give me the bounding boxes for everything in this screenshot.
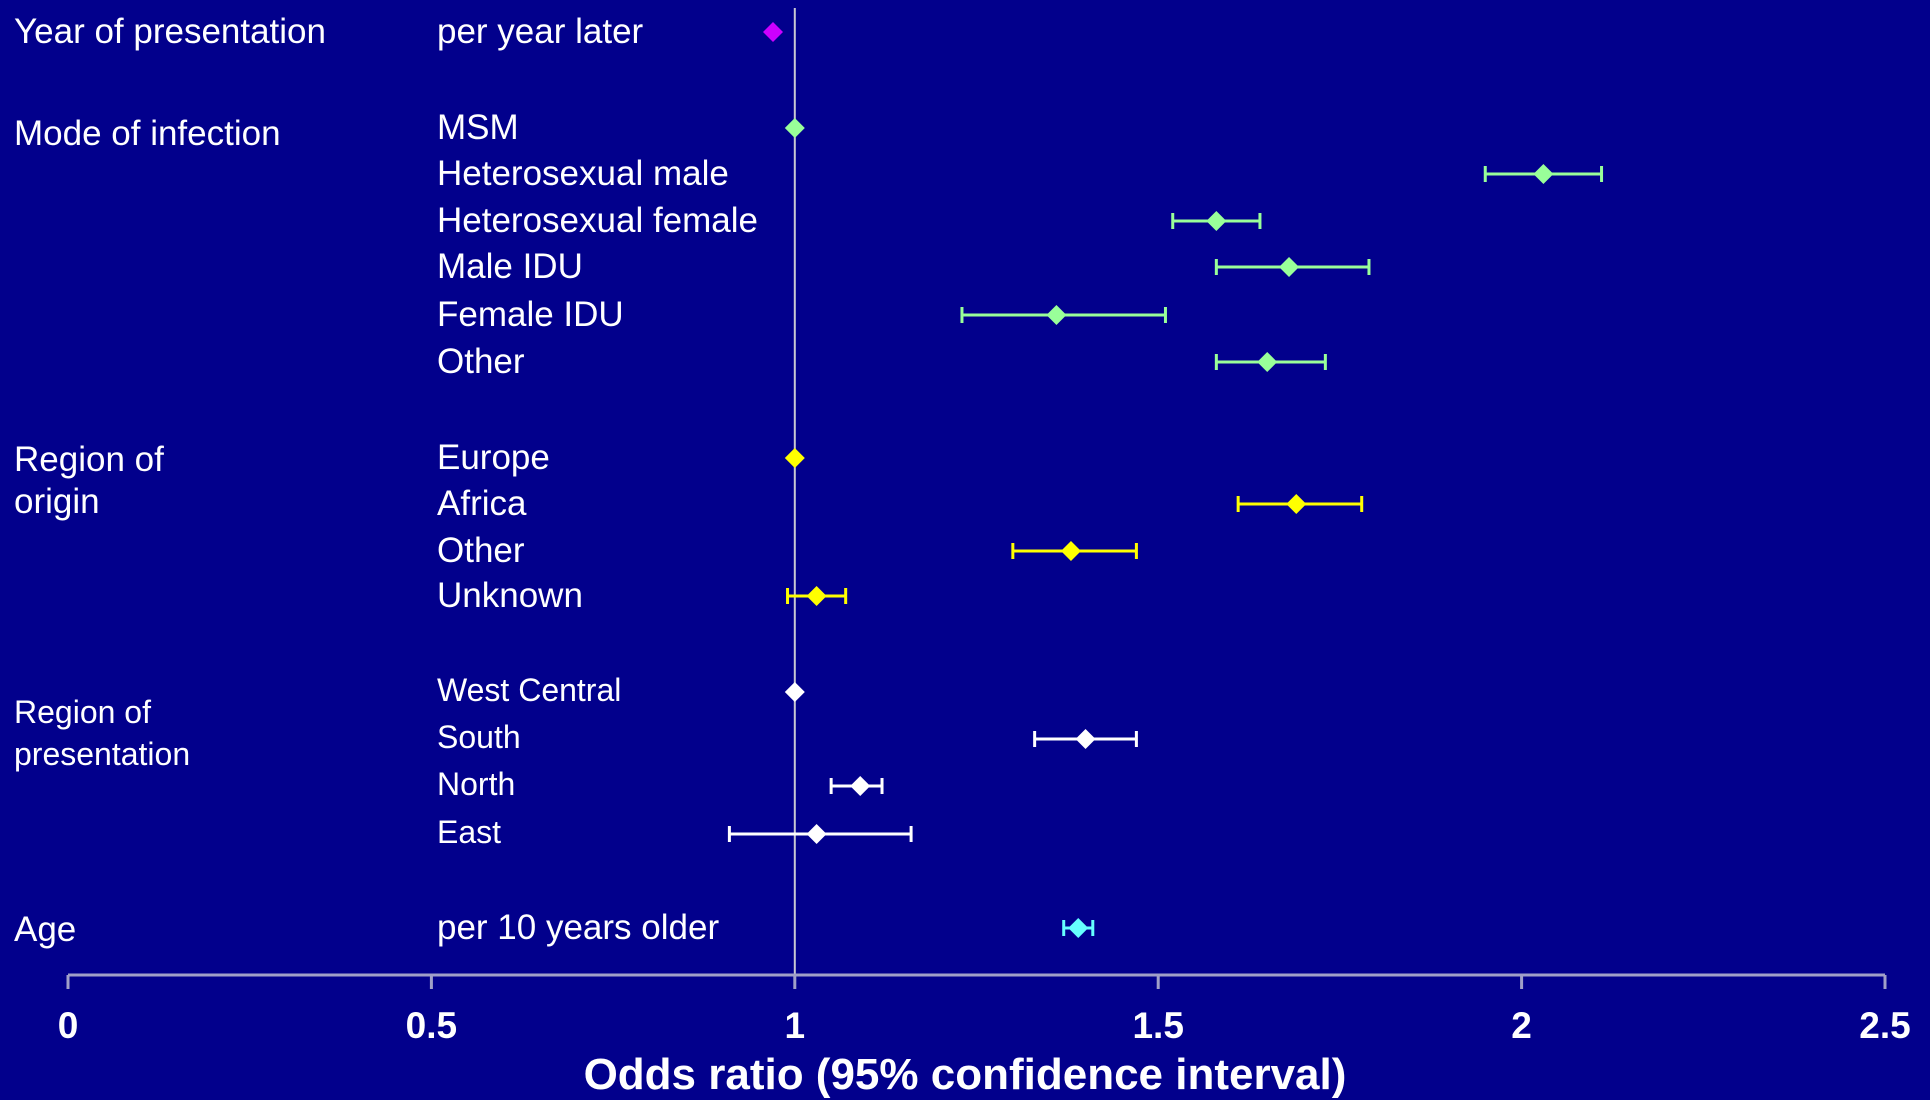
x-tick-label: 0.5 — [405, 1005, 458, 1046]
row-label: Female IDU — [437, 295, 624, 334]
row-label: per 10 years older — [437, 908, 720, 947]
row-label: Europe — [437, 438, 550, 477]
x-axis-title: Odds ratio (95% confidence interval) — [583, 1050, 1347, 1099]
group-label: Region of presentation — [14, 694, 191, 772]
point-marker — [784, 118, 805, 138]
point-marker — [1533, 164, 1554, 184]
x-tick-label: 2 — [1511, 1005, 1532, 1046]
point-marker — [784, 448, 805, 468]
group-label: Mode of infection — [14, 114, 281, 153]
x-tick-label: 1 — [784, 1005, 806, 1046]
point-marker — [1075, 729, 1096, 749]
point-marker — [1206, 211, 1227, 231]
row-label: MSM — [437, 108, 519, 147]
row-label: East — [437, 814, 502, 850]
row-label: Unknown — [437, 576, 583, 615]
point-marker — [1279, 257, 1300, 277]
row-label: Heterosexual female — [437, 201, 758, 240]
group-label: Year of presentation — [14, 12, 326, 51]
point-marker — [1046, 305, 1067, 325]
point-marker — [762, 22, 783, 42]
row-label: Heterosexual male — [437, 154, 729, 193]
x-tick-label: 1.5 — [1132, 1005, 1184, 1046]
point-marker — [1060, 541, 1081, 561]
row-label: Africa — [437, 484, 527, 523]
point-marker — [806, 824, 827, 844]
point-marker — [1286, 494, 1307, 514]
row-label: Other — [437, 342, 525, 381]
x-tick-label: 2.5 — [1859, 1005, 1911, 1046]
point-marker — [1257, 352, 1278, 372]
x-tick-label: 0 — [57, 1005, 79, 1046]
row-label: North — [437, 766, 516, 802]
row-label: South — [437, 719, 521, 755]
row-label: Male IDU — [437, 247, 583, 286]
row-label: West Central — [437, 672, 622, 708]
point-marker — [850, 776, 871, 796]
row-label: per year later — [437, 12, 644, 51]
row-label: Other — [437, 531, 525, 570]
point-marker — [806, 586, 827, 606]
group-label: Age — [14, 910, 77, 949]
group-label: Region of origin — [14, 440, 164, 521]
point-marker — [1068, 918, 1089, 938]
point-marker — [784, 682, 805, 702]
